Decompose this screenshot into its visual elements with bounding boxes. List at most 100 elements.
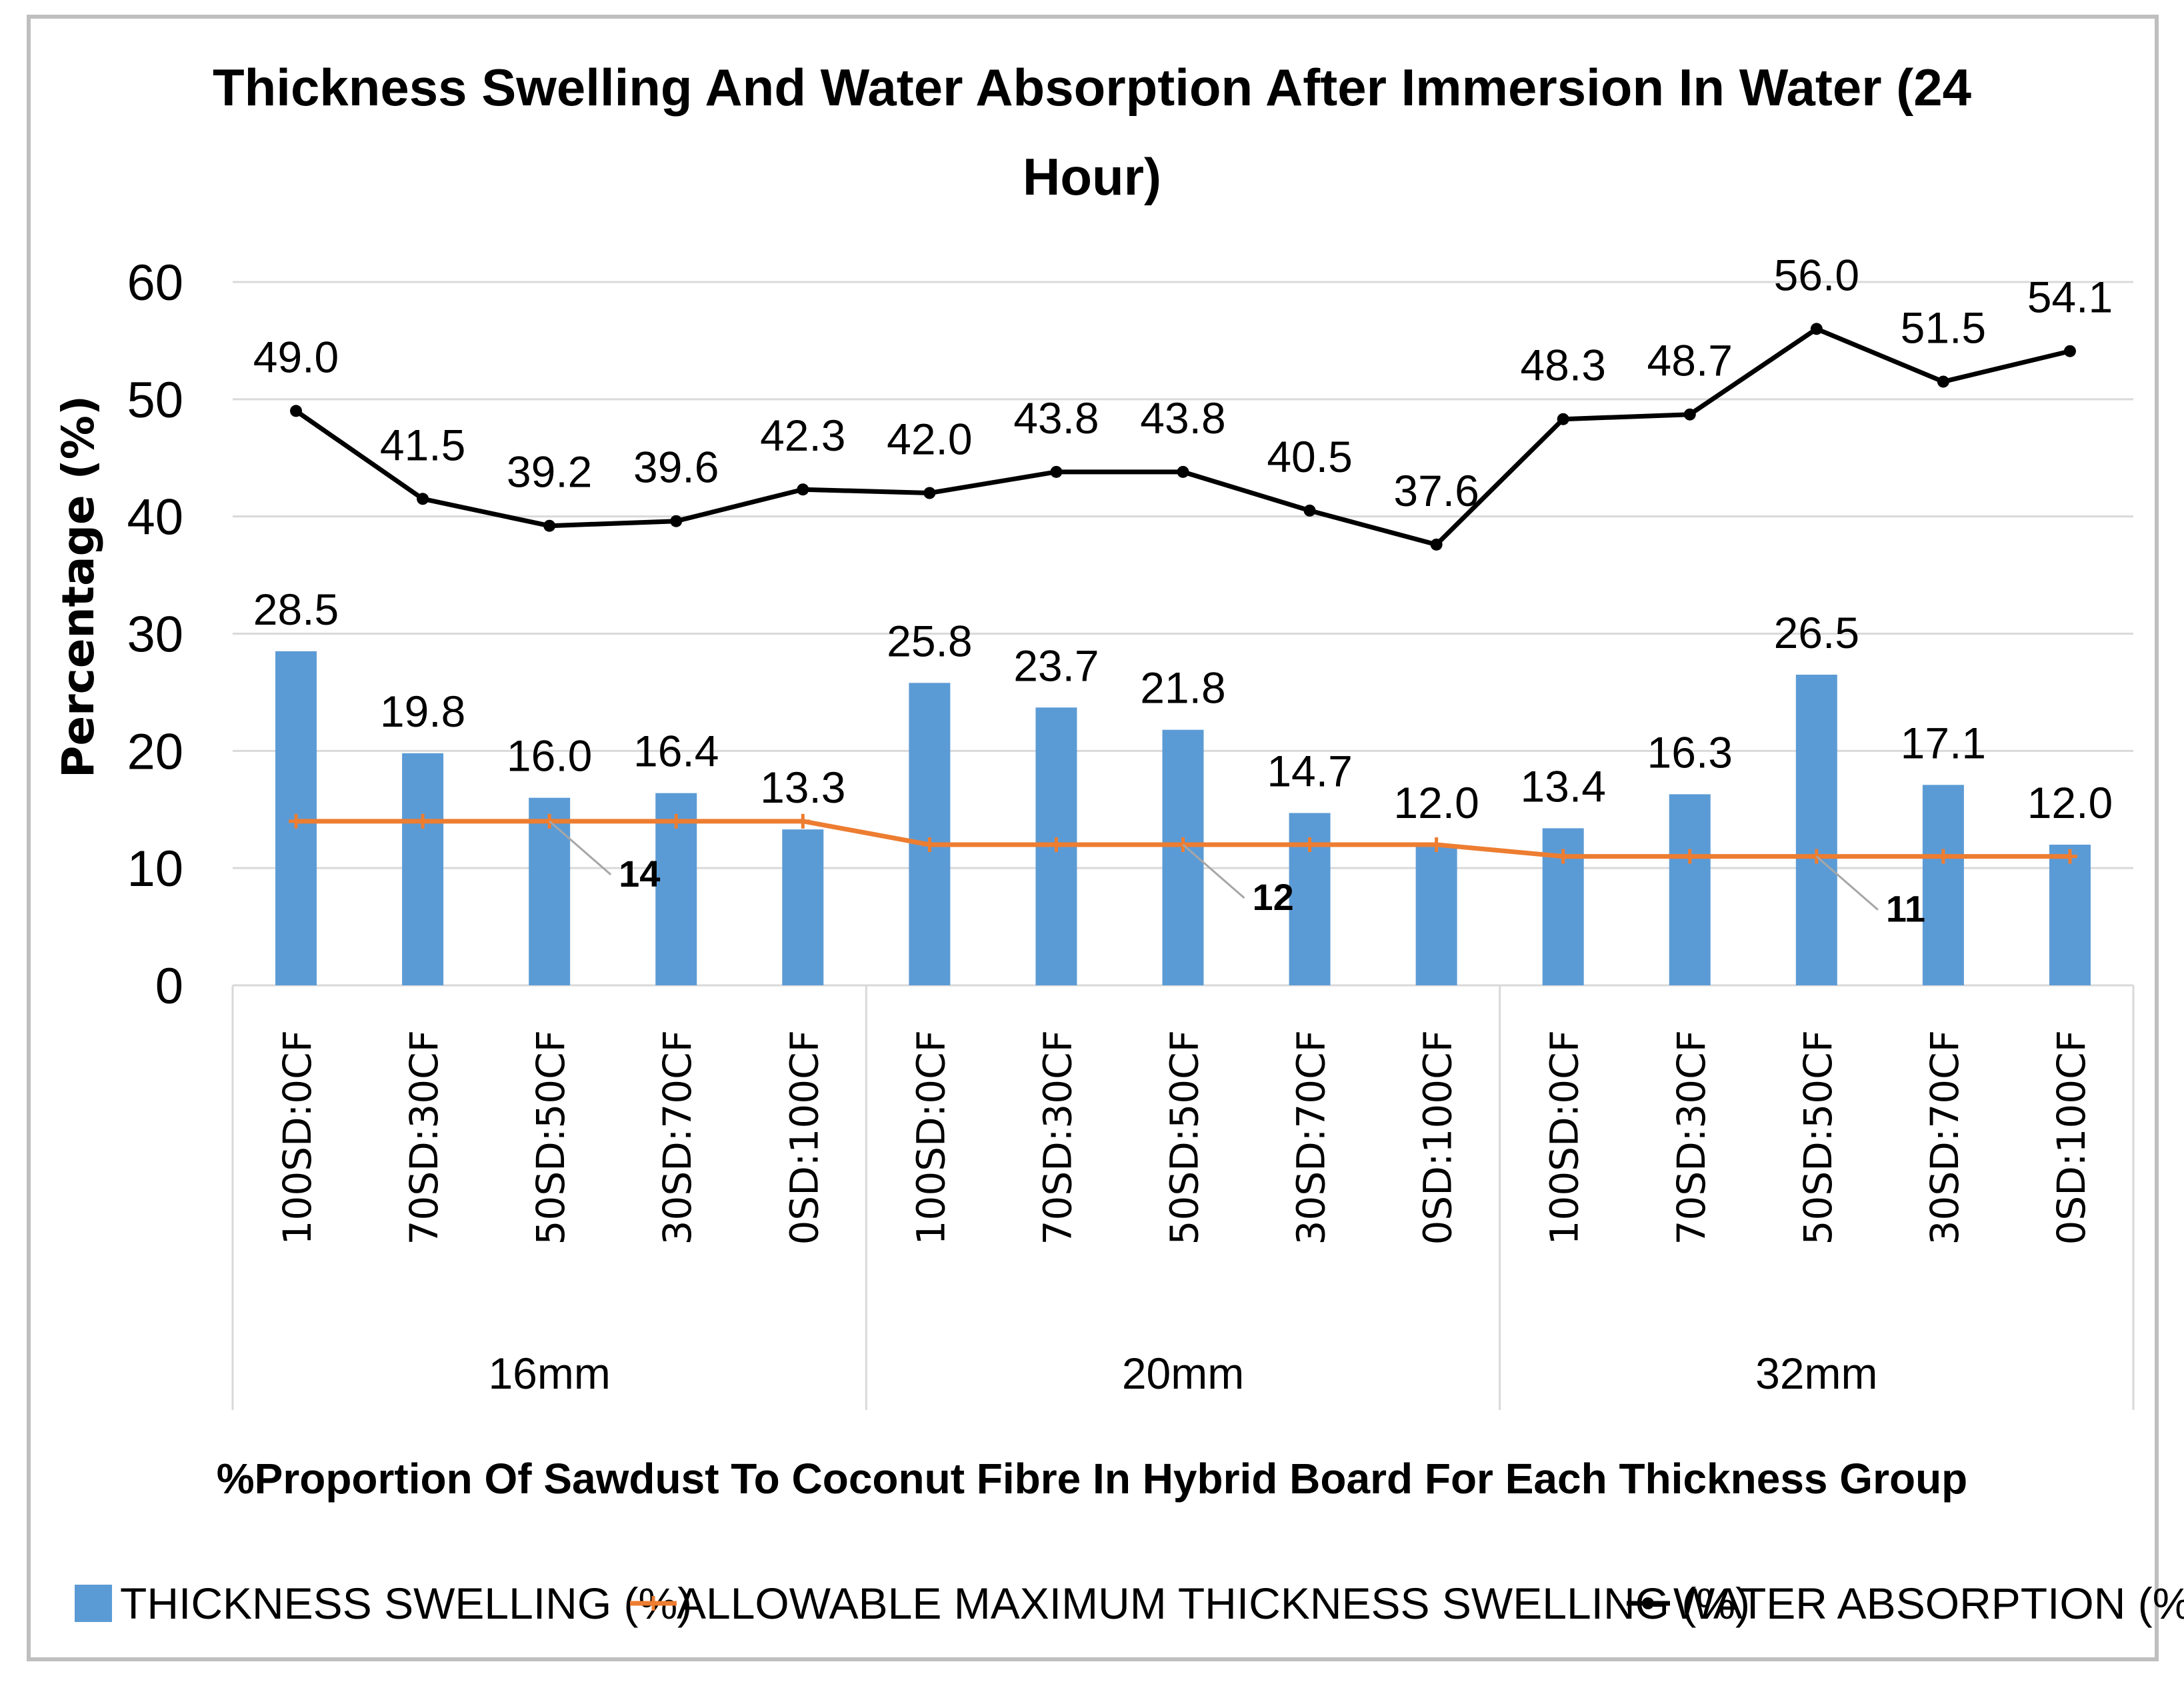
water-marker bbox=[1683, 408, 1696, 421]
water-marker bbox=[1177, 465, 1189, 478]
allowable-callout-label: 14 bbox=[619, 853, 660, 895]
legend-label-thickness: THICKNESS SWELLING (%) bbox=[120, 1579, 692, 1628]
line-series bbox=[289, 323, 2077, 864]
bar-data-label: 23.7 bbox=[1013, 641, 1099, 690]
water-data-label: 48.7 bbox=[1647, 336, 1733, 385]
water-data-label: 48.3 bbox=[1520, 341, 1605, 390]
allowable-callout-leader bbox=[549, 820, 612, 875]
water-marker bbox=[2063, 345, 2076, 357]
y-tick-label: 60 bbox=[127, 255, 183, 311]
allowable-callout-leader bbox=[1815, 855, 1879, 911]
water-marker bbox=[1937, 375, 1949, 388]
allowable-marker bbox=[415, 813, 431, 829]
y-axis-title: Percentage (%) bbox=[53, 395, 104, 778]
water-marker bbox=[1050, 465, 1063, 478]
bar-data-label: 17.1 bbox=[1901, 718, 1986, 767]
chart-title-line-2: Hour) bbox=[1023, 147, 1161, 206]
allowable-callout-label: 11 bbox=[1886, 888, 1925, 930]
water-marker bbox=[923, 487, 936, 499]
bar bbox=[1415, 845, 1457, 985]
allowable-marker bbox=[542, 813, 557, 829]
allowable-marker bbox=[2062, 849, 2077, 864]
water-data-label: 39.2 bbox=[507, 447, 592, 497]
bar bbox=[2049, 845, 2091, 985]
y-tick-label: 40 bbox=[127, 489, 183, 546]
legend-label-allowable: ALLOWABLE MAXIMUM THICKNESS SWELLING (%) bbox=[677, 1579, 1750, 1628]
axes: 0 10 20 30 40 50 60 16mm 20mm 32mm 100SD:0CF 70SD:3… bbox=[127, 255, 2135, 1410]
allowable-marker bbox=[1555, 849, 1571, 864]
legend: THICKNESS SWELLING (%)ALLOWABLE MAXIMUM … bbox=[75, 1579, 2184, 1628]
allowable-callout-label: 12 bbox=[1253, 876, 1294, 918]
water-marker bbox=[1430, 538, 1443, 551]
bar-data-label: 12.0 bbox=[1393, 778, 1479, 827]
bar-data-label: 13.4 bbox=[1520, 761, 1605, 811]
allowable-marker bbox=[1049, 837, 1064, 852]
x-axis-title: %Proportion Of Sawdust To Coconut Fibre … bbox=[217, 1455, 1968, 1503]
data-labels: 28.5 19.8 16.0 16.4 13.3 25.8 23.7 21.8 14.7 12.0… bbox=[253, 250, 2113, 929]
x-tick-label: 50SD:50CF bbox=[1162, 1030, 1207, 1245]
x-tick-label: 30SD:70CF bbox=[655, 1030, 700, 1245]
y-tick-label: 10 bbox=[127, 841, 183, 897]
y-tick-label: 0 bbox=[155, 958, 183, 1015]
bar-data-label: 13.3 bbox=[760, 763, 845, 812]
y-tick-label: 20 bbox=[127, 723, 183, 780]
water-marker bbox=[1303, 504, 1316, 517]
bar-data-label: 19.8 bbox=[380, 687, 465, 736]
bar-data-label: 16.0 bbox=[507, 731, 592, 781]
water-marker bbox=[543, 519, 556, 532]
water-data-label: 39.6 bbox=[633, 443, 719, 492]
water-data-label: 41.5 bbox=[380, 420, 465, 469]
water-marker bbox=[1810, 323, 1823, 335]
x-tick-label: 100SD:0CF bbox=[908, 1030, 953, 1245]
bar-data-label: 12.0 bbox=[2027, 778, 2113, 827]
x-group-label: 32mm bbox=[1755, 1349, 1877, 1398]
water-marker bbox=[417, 493, 429, 505]
water-marker bbox=[1557, 413, 1569, 425]
bar-data-label: 26.5 bbox=[1774, 608, 1859, 657]
legend-marker-water bbox=[1642, 1597, 1654, 1609]
water-data-label: 42.0 bbox=[887, 415, 972, 464]
bar bbox=[782, 829, 824, 985]
allowable-marker bbox=[1682, 849, 1697, 864]
x-tick-label: 70SD:30CF bbox=[1669, 1030, 1714, 1245]
bar bbox=[1795, 675, 1837, 985]
allowable-callout-leader bbox=[1182, 843, 1245, 899]
allowable-marker bbox=[922, 837, 937, 852]
allowable-marker bbox=[1935, 849, 1951, 864]
water-data-label: 51.5 bbox=[1901, 303, 1986, 352]
x-tick-label: 50SD:50CF bbox=[528, 1030, 573, 1245]
water-data-label: 49.0 bbox=[253, 332, 339, 381]
water-data-label: 43.8 bbox=[1013, 393, 1099, 443]
legend-swatch-thickness bbox=[75, 1585, 112, 1622]
bar-data-label: 16.4 bbox=[633, 727, 719, 776]
bar bbox=[1669, 794, 1711, 985]
bar bbox=[529, 797, 571, 985]
x-tick-label: 70SD:30CF bbox=[401, 1030, 447, 1245]
x-tick-label: 70SD:30CF bbox=[1035, 1030, 1080, 1245]
allowable-marker bbox=[795, 813, 811, 829]
x-tick-label: 100SD:0CF bbox=[1542, 1030, 1587, 1245]
bar-data-label: 25.8 bbox=[887, 616, 972, 665]
allowable-marker bbox=[669, 813, 684, 829]
bar bbox=[1922, 785, 1964, 985]
water-data-label: 37.6 bbox=[1393, 466, 1479, 515]
x-tick-label: 50SD:50CF bbox=[1795, 1030, 1841, 1245]
x-tick-label: 30SD:70CF bbox=[1922, 1030, 1967, 1245]
x-tick-label: 100SD:0CF bbox=[275, 1030, 320, 1245]
x-tick-label: 0SD:100CF bbox=[2049, 1030, 2094, 1245]
x-group-label: 16mm bbox=[488, 1349, 610, 1398]
allowable-marker bbox=[289, 813, 304, 829]
water-data-label: 43.8 bbox=[1140, 393, 1225, 443]
water-data-label: 56.0 bbox=[1774, 250, 1859, 299]
bar-series bbox=[275, 651, 2091, 985]
x-tick-label: 0SD:100CF bbox=[781, 1030, 827, 1245]
y-tick-label: 30 bbox=[127, 607, 183, 663]
water-data-label: 40.5 bbox=[1267, 432, 1352, 481]
water-marker bbox=[797, 483, 809, 496]
x-tick-label: 30SD:70CF bbox=[1289, 1030, 1334, 1245]
x-tick-label: 0SD:100CF bbox=[1415, 1030, 1461, 1245]
allowable-marker bbox=[1429, 837, 1444, 852]
bar-data-label: 14.7 bbox=[1267, 747, 1352, 796]
water-data-label: 54.1 bbox=[2027, 273, 2113, 322]
